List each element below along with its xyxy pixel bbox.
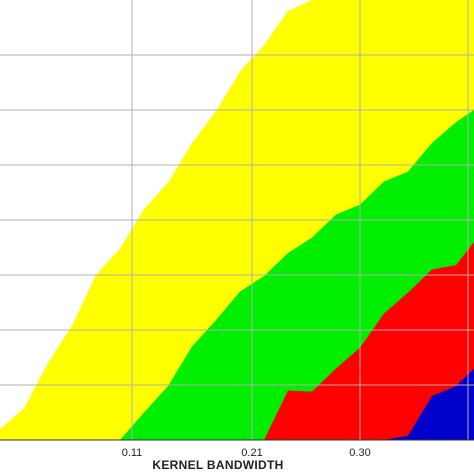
x-tick-label: 0.11 [122,447,143,459]
x-tick-label: 0.30 [349,447,370,459]
area-region-1 [0,242,474,440]
x-tick-labels: 0.11 0.21 0.30 [122,447,371,459]
x-tick-label: 0.21 [241,447,262,459]
area-region-0 [0,368,474,440]
x-axis-title: KERNEL BANDWIDTH [152,458,283,472]
gridlines [0,0,474,440]
